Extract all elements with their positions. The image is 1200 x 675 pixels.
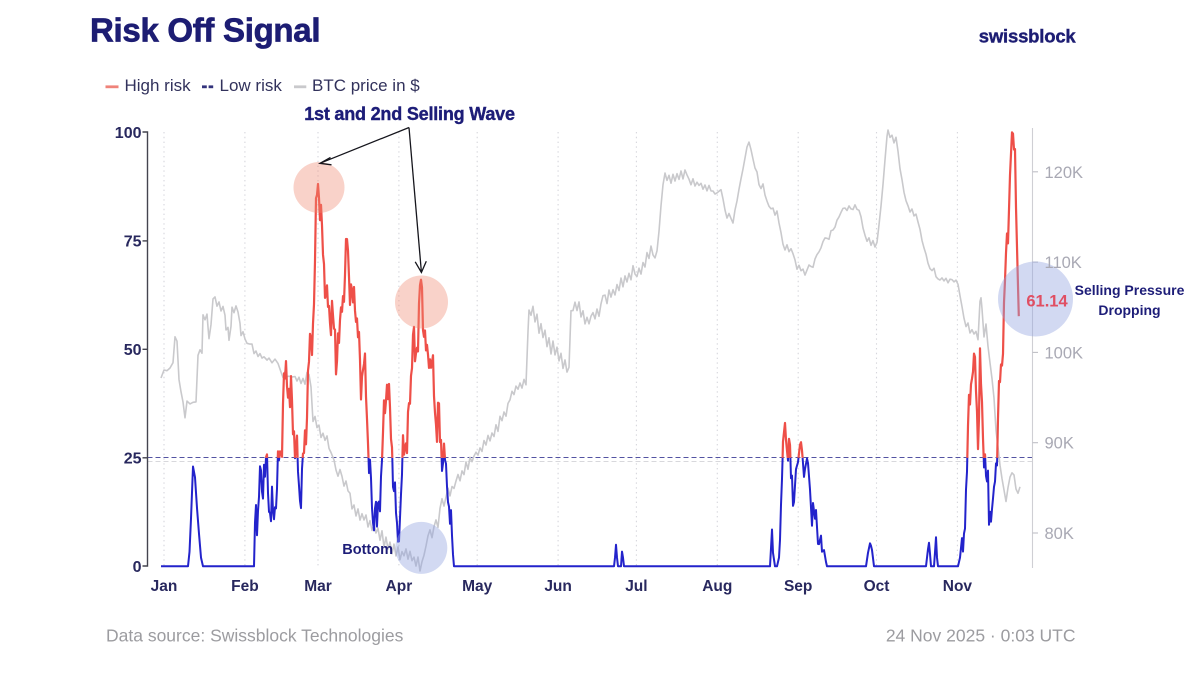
svg-text:Data source: Swissblock Techno: Data source: Swissblock Technologies <box>106 626 404 646</box>
svg-text:120K: 120K <box>1045 164 1084 182</box>
svg-text:100: 100 <box>115 125 142 142</box>
svg-text:Aug: Aug <box>702 578 732 595</box>
svg-text:BTC price in $: BTC price in $ <box>312 76 420 95</box>
svg-text:Oct: Oct <box>864 578 890 595</box>
svg-text:Bottom: Bottom <box>342 542 393 558</box>
svg-text:Low risk: Low risk <box>220 76 283 95</box>
svg-text:100K: 100K <box>1045 344 1084 362</box>
svg-text:0: 0 <box>133 559 142 576</box>
svg-text:Selling Pressure: Selling Pressure <box>1075 282 1185 298</box>
svg-text:75: 75 <box>124 233 142 250</box>
svg-text:Feb: Feb <box>231 578 259 595</box>
svg-text:90K: 90K <box>1045 435 1074 453</box>
svg-text:25: 25 <box>124 450 142 467</box>
svg-text:High risk: High risk <box>125 76 192 95</box>
svg-text:110K: 110K <box>1045 254 1082 272</box>
svg-text:24 Nov 2025 · 0:03 UTC: 24 Nov 2025 · 0:03 UTC <box>886 626 1076 646</box>
svg-text:Sep: Sep <box>784 578 812 595</box>
svg-text:Jun: Jun <box>544 578 572 595</box>
svg-text:swissblock: swissblock <box>979 26 1077 47</box>
svg-text:Nov: Nov <box>943 578 973 595</box>
svg-text:Apr: Apr <box>386 578 413 595</box>
svg-text:80K: 80K <box>1045 525 1074 543</box>
svg-text:50: 50 <box>124 342 142 359</box>
svg-text:1st and 2nd Selling Wave: 1st and 2nd Selling Wave <box>304 104 515 124</box>
svg-text:Jul: Jul <box>625 578 647 595</box>
svg-text:Risk Off Signal: Risk Off Signal <box>90 12 320 49</box>
svg-text:Jan: Jan <box>151 578 178 595</box>
svg-text:61.14: 61.14 <box>1026 293 1068 311</box>
svg-text:Dropping: Dropping <box>1098 302 1160 318</box>
svg-text:Mar: Mar <box>304 578 332 595</box>
svg-text:May: May <box>462 578 493 595</box>
